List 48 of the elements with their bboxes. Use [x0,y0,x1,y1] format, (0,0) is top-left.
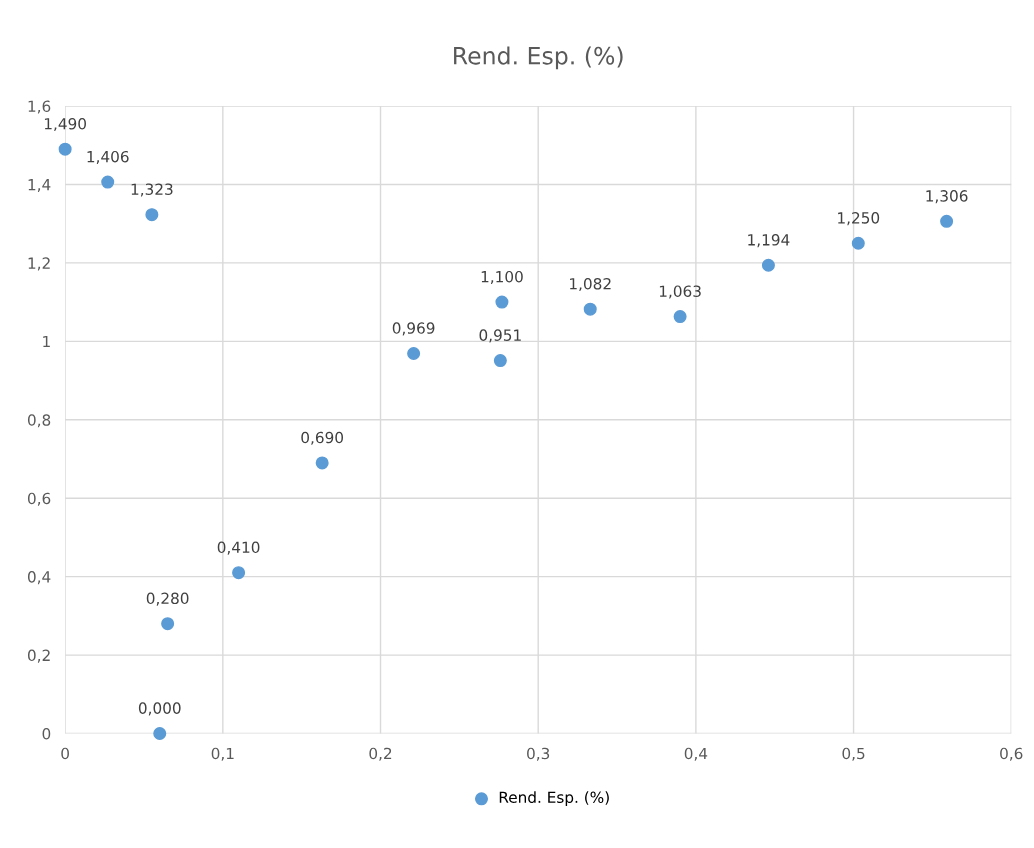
point [940,214,954,228]
data-label: 0,969 [392,322,435,336]
y-tick-label: 1,4 [28,179,51,193]
y-tick-label: 1,2 [28,257,50,271]
y-tick-label: 0 [42,727,51,740]
legend-label: Rend. Esp. (%) [499,791,609,806]
y-tick-label: 0,8 [27,414,51,428]
data-label: 0,951 [479,329,521,343]
point [495,295,509,309]
point [101,175,115,189]
x-tick-label: 0,6 [1000,747,1023,761]
point [583,302,597,316]
data-label: 1,490 [44,117,86,132]
x-tick-label: 0,4 [684,747,708,761]
point [153,727,167,741]
y-tick-label: 0,4 [27,571,51,585]
data-label: 1,082 [570,277,611,292]
x-tick-label: 0,3 [527,747,550,761]
chart-title: Rend. Esp. (%) [454,46,623,70]
point [58,142,72,156]
data-label: 1,323 [131,183,173,197]
data-label: 0,000 [138,702,181,716]
y-tick-label: 0,2 [27,649,50,663]
x-tick-label: 0,2 [369,747,392,761]
data-label: 1,063 [659,285,701,299]
y-tick-label: 0,6 [27,492,51,506]
point [493,354,507,368]
x-tick-label: 0 [61,747,69,760]
data-label: 1,100 [481,270,523,285]
point [145,208,159,222]
point [315,456,329,470]
y-tick-label: 1 [43,335,50,348]
data-label: 1,194 [748,234,790,248]
point [761,258,775,272]
data-label: 1,306 [926,190,968,204]
x-tick-label: 0,1 [211,747,234,761]
data-label: 1,250 [838,212,880,226]
point [673,310,687,324]
data-label: 0,280 [146,592,189,606]
x-tick-label: 0,5 [842,747,865,761]
point [161,617,175,631]
data-label: 0,410 [217,541,260,555]
data-label: 1,406 [87,150,129,165]
point [851,236,865,250]
point [407,346,421,360]
y-tick-label: 1,6 [28,100,51,114]
data-label: 0,690 [301,431,344,445]
point [232,566,246,580]
